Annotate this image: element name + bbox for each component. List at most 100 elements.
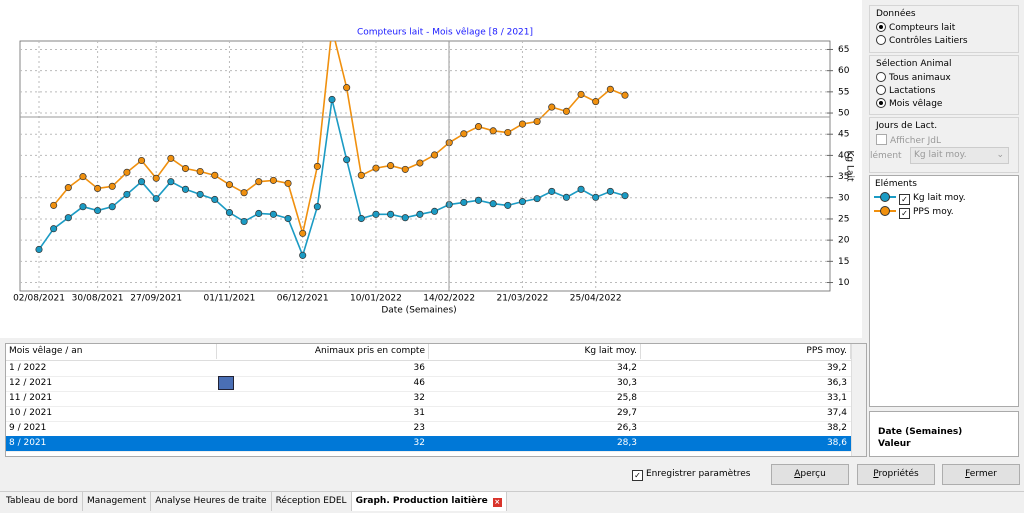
x-tick-label: 27/09/2021 <box>130 294 182 304</box>
legend-check[interactable]: ✓ <box>899 208 910 219</box>
elements-list: Eléments ✓ Kg lait moy. ✓ PPS moy. <box>869 175 1019 407</box>
group-title: Sélection Animal <box>876 59 952 69</box>
table-cell: 9 / 2021 <box>9 423 47 433</box>
x-tick-label: 06/12/2021 <box>277 294 329 304</box>
table-cell: 32 <box>413 438 425 448</box>
tab-label: Management <box>86 496 147 506</box>
table-cell: 38,2 <box>826 423 847 433</box>
x-tick-label: 14/02/2022 <box>423 294 475 304</box>
data-point <box>562 107 570 115</box>
table-row[interactable]: 10 / 2021 31 29,7 37,4 <box>6 406 851 422</box>
radio-option[interactable]: Lactations <box>876 85 935 96</box>
table-row[interactable]: 12 / 2021 46 30,3 36,3 <box>6 376 851 392</box>
element-dropdown[interactable]: Kg lait moy. ⌄ <box>910 147 1009 164</box>
data-point <box>299 251 307 259</box>
data-point <box>181 185 190 193</box>
data-point <box>138 178 146 186</box>
table-cell: 34,2 <box>616 363 637 373</box>
legend-check[interactable]: ✓ <box>899 194 910 205</box>
data-point <box>50 201 58 209</box>
save-label: Enregistrer paramètres <box>646 469 751 479</box>
radio-option[interactable]: Compteurs lait <box>876 22 955 33</box>
data-point <box>621 192 629 200</box>
data-point <box>94 206 102 215</box>
data-point <box>167 154 175 162</box>
tab[interactable]: Graph. Production laitière × <box>351 492 507 511</box>
legend-swatch <box>874 192 896 202</box>
data-point <box>430 151 439 159</box>
data-point <box>329 25 335 31</box>
data-point <box>50 225 58 233</box>
data-point <box>592 193 600 201</box>
table-cell: 39,2 <box>826 363 847 373</box>
table-row[interactable]: 9 / 2021 23 26,3 38,2 <box>6 421 851 437</box>
data-point <box>240 189 248 197</box>
data-point <box>181 164 190 173</box>
data-point <box>152 174 160 182</box>
table-cell: 1 / 2022 <box>9 363 47 373</box>
button[interactable]: Aperçu <box>771 464 849 485</box>
table-row[interactable]: 11 / 2021 32 25,8 33,1 <box>6 391 851 407</box>
y-tick-label: 20 <box>838 236 850 246</box>
data-point <box>621 91 629 99</box>
checkbox-jdl[interactable]: Afficher JdL <box>876 134 941 146</box>
tab-close[interactable]: × <box>492 498 502 507</box>
legend-label: Kg lait moy. <box>913 193 966 203</box>
table-row[interactable]: 1 / 2022 36 34,2 39,2 <box>6 361 851 377</box>
table-cell: 36 <box>413 363 425 373</box>
tab[interactable]: Tableau de bord <box>2 492 83 511</box>
group-jours: Jours de Lact. Afficher JdL lément Kg la… <box>869 117 1019 173</box>
x-tick-label: 01/11/2021 <box>204 294 256 304</box>
data-point <box>401 165 409 173</box>
radio-label: Mois vêlage <box>889 99 943 109</box>
x-tick-label: 21/03/2022 <box>497 294 549 304</box>
data-point <box>577 185 585 193</box>
button[interactable]: Fermer <box>942 464 1020 485</box>
y-tick-label: 30 <box>838 193 850 203</box>
tab[interactable]: Analyse Heures de traite <box>151 492 272 511</box>
radio-option[interactable]: Mois vêlage <box>876 98 942 109</box>
data-point <box>460 130 468 138</box>
table-cell: 11 / 2021 <box>9 393 53 403</box>
data-point <box>474 196 483 204</box>
data-point <box>504 128 512 137</box>
button[interactable]: Propriétés <box>857 464 935 485</box>
data-point <box>64 214 72 222</box>
row-icon[interactable] <box>218 376 234 390</box>
data-point <box>548 103 556 111</box>
data-point <box>343 84 351 92</box>
data-point <box>79 203 87 211</box>
data-point <box>284 179 292 187</box>
table-cell: 10 / 2021 <box>9 408 53 418</box>
tab[interactable]: Management <box>83 492 152 511</box>
radio-option[interactable]: Contrôles Laitiers <box>876 35 968 46</box>
radio-option[interactable]: Tous animaux <box>876 72 951 83</box>
y-tick-label: 60 <box>838 66 850 76</box>
tab[interactable]: Réception EDEL <box>272 492 352 511</box>
tab-label: Réception EDEL <box>275 496 347 506</box>
data-point <box>474 123 483 131</box>
data-point <box>489 200 497 208</box>
save-checkbox[interactable]: ✓ Enregistrer paramètres <box>632 469 750 481</box>
column-header[interactable]: PPS moy. <box>645 344 851 359</box>
column-header[interactable]: Animaux pris en compte <box>221 344 429 359</box>
data-point <box>152 195 160 203</box>
data-table[interactable]: Mois vêlage / an Animaux pris en compte Kg… <box>5 343 867 457</box>
x-tick-label: 10/01/2022 <box>350 294 402 304</box>
column-header[interactable]: Kg lait moy. <box>433 344 641 359</box>
data-point <box>123 168 131 176</box>
column-header[interactable]: Mois vêlage / an <box>9 344 217 359</box>
radio-button <box>876 85 886 95</box>
data-point <box>416 210 424 218</box>
data-point <box>387 162 395 170</box>
data-point <box>269 210 277 218</box>
data-point <box>592 98 600 106</box>
info-line: Valeur <box>878 439 911 449</box>
x-tick-label: 30/08/2021 <box>72 294 124 304</box>
data-point <box>328 95 336 104</box>
data-point <box>94 184 102 193</box>
table-row[interactable]: 8 / 2021 32 28,3 38,6 <box>6 436 851 452</box>
table-cell: 32 <box>413 393 425 403</box>
data-point <box>225 209 234 217</box>
